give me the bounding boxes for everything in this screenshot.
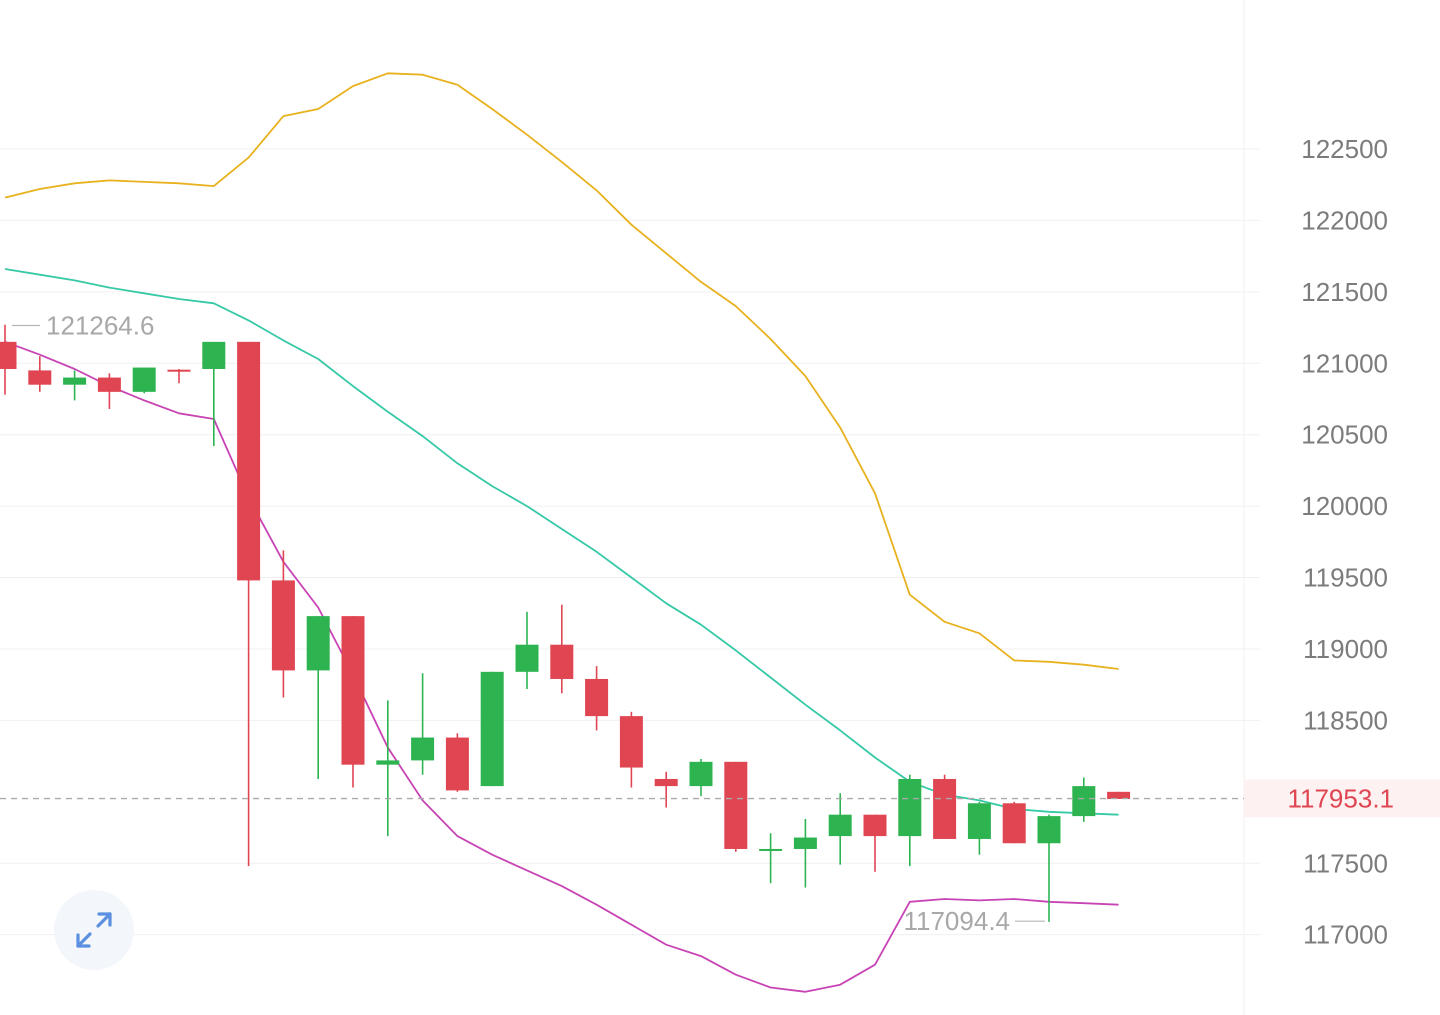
candle-body — [237, 341, 261, 581]
candle-body — [863, 814, 887, 837]
candle-body — [759, 848, 783, 851]
candle — [341, 616, 365, 788]
candle — [237, 341, 261, 867]
expand-arrows-icon — [76, 912, 112, 948]
candle-body — [828, 814, 852, 837]
candle — [550, 604, 574, 694]
y-tick-label: 120500 — [1301, 420, 1388, 450]
candle-body — [933, 778, 957, 839]
extreme-markers: 121264.6 117094.4 — [12, 310, 1045, 936]
candle — [480, 671, 504, 787]
candle — [271, 550, 295, 698]
candle — [28, 356, 52, 392]
y-tick-label: 117000 — [1303, 920, 1388, 950]
y-tick-label: 121500 — [1301, 277, 1388, 307]
candle-body — [341, 616, 365, 765]
candle — [167, 368, 191, 384]
candle — [619, 711, 643, 788]
candle-body — [793, 837, 817, 849]
candle-body — [167, 369, 191, 372]
candle — [898, 774, 922, 867]
y-tick-label: 119500 — [1303, 563, 1388, 593]
candle-body — [202, 341, 226, 369]
candle — [411, 673, 435, 775]
candle — [1072, 777, 1096, 822]
y-tick-label: 122000 — [1301, 205, 1388, 235]
candle — [933, 774, 957, 839]
candle-body — [515, 644, 539, 672]
upper-band-line — [4, 72, 1119, 670]
y-tick-label: 120000 — [1301, 491, 1388, 521]
candle-body — [550, 644, 574, 679]
candle — [654, 771, 678, 808]
candle-body — [445, 737, 469, 791]
candle-body — [1002, 803, 1026, 844]
candle-body — [306, 616, 330, 671]
candle — [724, 761, 748, 852]
current-price-label: 117953.1 — [1287, 784, 1394, 814]
candle — [1107, 791, 1131, 799]
candle-body — [132, 367, 156, 392]
candle — [793, 818, 817, 888]
candle-body — [689, 761, 713, 787]
lower-band-line — [4, 340, 1119, 993]
candle-body — [0, 341, 17, 369]
expand-chart-button[interactable] — [54, 890, 134, 970]
candle-body — [97, 377, 121, 392]
candle — [445, 733, 469, 792]
current-price-tag — [1244, 779, 1440, 818]
candle — [585, 666, 609, 731]
candle-body — [1037, 816, 1061, 844]
candle — [967, 801, 991, 855]
candle — [515, 611, 539, 689]
y-tick-label: 119000 — [1303, 634, 1388, 664]
y-tick-label: 118500 — [1303, 705, 1388, 735]
candle — [1037, 814, 1061, 922]
candle-body — [411, 737, 435, 761]
candle-body — [480, 671, 504, 787]
candle-body — [967, 803, 991, 839]
candle — [863, 814, 887, 872]
candle — [689, 758, 713, 797]
candle — [1002, 801, 1026, 844]
low-marker-label: 117094.4 — [903, 906, 1010, 936]
candle — [759, 833, 783, 884]
candle-body — [1107, 791, 1131, 799]
candle — [376, 700, 400, 837]
candle-body — [376, 760, 400, 765]
candle — [828, 793, 852, 865]
candle-body — [724, 761, 748, 849]
candle-body — [1072, 786, 1096, 817]
candle — [132, 367, 156, 394]
candle-body — [63, 377, 87, 385]
y-axis: 122500 122000 121500 121000 120500 120000 1195… — [1301, 134, 1388, 950]
candle — [63, 370, 87, 401]
candle-body — [619, 716, 643, 768]
candle-body — [898, 778, 922, 837]
candles — [0, 324, 1131, 922]
candle-body — [585, 678, 609, 717]
candle-body — [28, 370, 52, 385]
candle — [0, 324, 17, 395]
candle — [202, 341, 226, 447]
y-tick-label: 117500 — [1303, 848, 1388, 878]
bollinger-bands — [4, 72, 1119, 993]
candle — [97, 373, 121, 409]
candle — [306, 616, 330, 779]
current-price-line: 117953.1 — [0, 779, 1440, 818]
candle-body — [271, 580, 295, 671]
candle-body — [654, 778, 678, 787]
y-tick-label: 121000 — [1301, 348, 1388, 378]
high-marker-label: 121264.6 — [46, 310, 154, 340]
y-tick-label: 122500 — [1301, 134, 1388, 164]
middle-band-line — [4, 268, 1119, 816]
grid-lines — [0, 148, 1260, 936]
